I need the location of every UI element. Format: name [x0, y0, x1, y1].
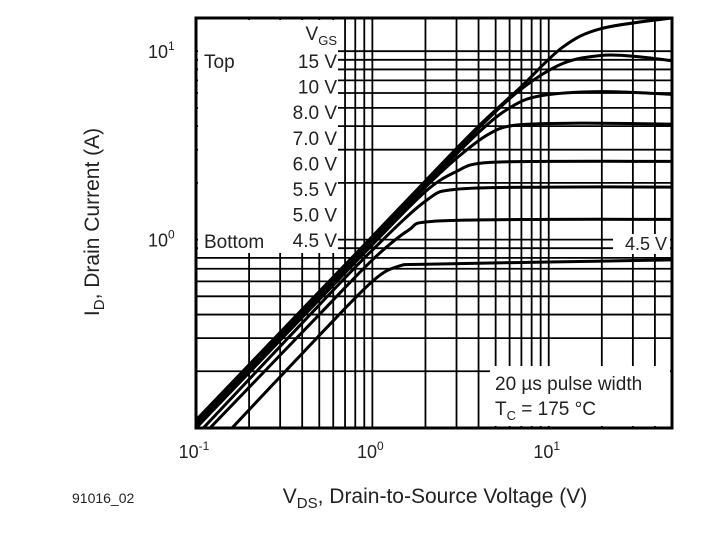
- legend-title: VGS: [306, 24, 338, 48]
- legend-entry: 5.5 V: [293, 180, 338, 201]
- legend-entries: 15 V 10 V 8.0 V 7.0 V 6.0 V 5.5 V 5.0 V 4.5 V: [293, 52, 338, 252]
- legend-bottom-label: Bottom: [204, 232, 264, 253]
- legend-entry: 10 V: [298, 78, 337, 99]
- curve-label-4-5v: 4.5 V: [625, 234, 667, 254]
- legend-background: [198, 20, 338, 253]
- curves: [196, 18, 672, 428]
- legend-entry: 4.5 V: [293, 231, 338, 252]
- pulse-width-annotation: 20 µs pulse width: [495, 374, 642, 395]
- temperature-annotation: TC = 175 °C: [495, 399, 596, 423]
- series-line-10-v: [196, 53, 672, 426]
- plot-frame: [194, 16, 674, 430]
- x-tick-label: 101: [533, 439, 560, 462]
- figure-id: 91016_02: [72, 490, 135, 506]
- series-line-4-5-v: [230, 258, 672, 428]
- legend-entry: 5.0 V: [293, 206, 338, 227]
- y-tick-label: 100: [148, 228, 175, 251]
- y-tick-labels: 100 101: [148, 39, 175, 250]
- series-line-5-5-v: [202, 185, 672, 428]
- series-line-6-0-v: [196, 159, 672, 428]
- legend-entry: 8.0 V: [293, 103, 338, 124]
- series-line-5-0-v: [208, 217, 672, 428]
- x-tick-label: 10-1: [179, 439, 210, 462]
- x-tick-labels: 10-1 100 101: [179, 439, 561, 462]
- x-tick-label: 100: [357, 439, 384, 462]
- x-axis-label: VDS, Drain-to-Source Voltage (V): [283, 485, 587, 512]
- curve-label-background: [613, 234, 670, 254]
- legend-entry: 15 V: [298, 52, 337, 73]
- y-axis-label: ID, Drain Current (A): [81, 128, 108, 316]
- y-tick-label: 101: [148, 39, 175, 62]
- legend-entry: 6.0 V: [293, 154, 338, 175]
- legend-entry: 7.0 V: [293, 129, 338, 150]
- series-line-7-0-v: [196, 121, 672, 428]
- annotation-background: [490, 366, 670, 426]
- legend-top-label: Top: [204, 52, 235, 73]
